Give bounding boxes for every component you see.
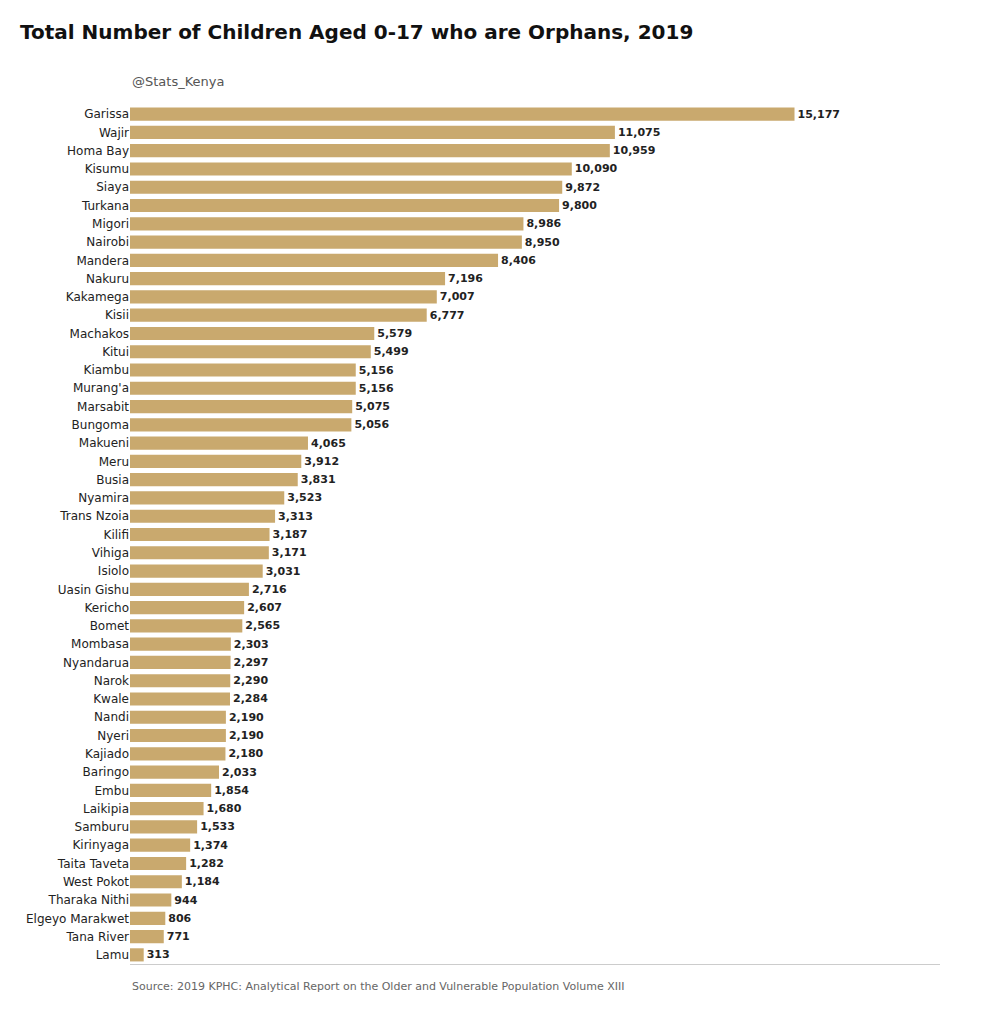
svg-text:Makueni: Makueni [79, 436, 129, 450]
svg-text:Busia: Busia [96, 473, 129, 487]
svg-text:5,156: 5,156 [359, 364, 394, 377]
svg-text:5,156: 5,156 [359, 382, 394, 395]
svg-text:Kitui: Kitui [102, 345, 129, 359]
svg-text:Mombasa: Mombasa [71, 637, 129, 651]
svg-text:3,523: 3,523 [287, 491, 322, 504]
svg-text:11,075: 11,075 [618, 126, 660, 139]
svg-text:Machakos: Machakos [70, 327, 129, 341]
svg-text:Elgeyo Marakwet: Elgeyo Marakwet [26, 912, 129, 926]
svg-text:2,607: 2,607 [247, 601, 282, 614]
svg-text:1,854: 1,854 [214, 784, 249, 797]
svg-text:Embu: Embu [95, 784, 130, 798]
svg-text:Laikipia: Laikipia [83, 802, 129, 816]
svg-text:West Pokot: West Pokot [63, 875, 129, 889]
svg-text:Kiambu: Kiambu [84, 363, 129, 377]
svg-text:3,912: 3,912 [304, 455, 339, 468]
svg-text:Migori: Migori [92, 217, 129, 231]
svg-text:8,986: 8,986 [526, 217, 561, 230]
svg-text:Samburu: Samburu [75, 820, 129, 834]
svg-text:5,075: 5,075 [355, 400, 390, 413]
svg-text:Kajiado: Kajiado [85, 747, 129, 761]
svg-text:Nandi: Nandi [94, 710, 129, 724]
svg-text:5,056: 5,056 [354, 418, 389, 431]
svg-text:6,777: 6,777 [430, 309, 465, 322]
svg-text:Narok: Narok [94, 674, 129, 688]
svg-text:Murang'a: Murang'a [73, 381, 129, 395]
svg-text:2,180: 2,180 [228, 747, 263, 760]
svg-text:2,190: 2,190 [229, 711, 264, 724]
svg-text:3,187: 3,187 [273, 528, 308, 541]
svg-text:Kilifi: Kilifi [104, 528, 129, 542]
svg-text:Marsabit: Marsabit [77, 400, 129, 414]
svg-text:Kisumu: Kisumu [85, 162, 129, 176]
svg-text:2,565: 2,565 [245, 619, 280, 632]
svg-text:Tana River: Tana River [65, 930, 129, 944]
svg-text:Bomet: Bomet [90, 619, 130, 633]
svg-text:2,297: 2,297 [234, 656, 269, 669]
svg-text:8,950: 8,950 [525, 236, 560, 249]
svg-text:Kirinyaga: Kirinyaga [72, 838, 129, 852]
svg-text:Nyeri: Nyeri [97, 729, 129, 743]
svg-text:Baringo: Baringo [83, 765, 129, 779]
svg-text:944: 944 [174, 894, 197, 907]
svg-text:Nakuru: Nakuru [86, 272, 129, 286]
svg-text:7,196: 7,196 [448, 272, 483, 285]
svg-text:Garissa: Garissa [84, 107, 129, 121]
svg-text:Trans Nzoia: Trans Nzoia [59, 509, 129, 523]
svg-text:9,800: 9,800 [562, 199, 597, 212]
svg-text:Kisii: Kisii [105, 308, 129, 322]
svg-text:4,065: 4,065 [311, 437, 346, 450]
svg-text:15,177: 15,177 [798, 108, 840, 121]
svg-text:Siaya: Siaya [96, 180, 129, 194]
svg-text:1,680: 1,680 [207, 802, 242, 815]
svg-text:Nyamira: Nyamira [78, 491, 129, 505]
svg-text:2,716: 2,716 [252, 583, 287, 596]
svg-text:1,374: 1,374 [193, 839, 228, 852]
svg-text:10,959: 10,959 [613, 144, 655, 157]
svg-text:7,007: 7,007 [440, 290, 475, 303]
svg-text:Uasin Gishu: Uasin Gishu [58, 583, 129, 597]
svg-text:Kakamega: Kakamega [66, 290, 129, 304]
svg-text:Nairobi: Nairobi [86, 235, 129, 249]
svg-text:2,190: 2,190 [229, 729, 264, 742]
svg-text:2,303: 2,303 [234, 638, 269, 651]
svg-text:1,533: 1,533 [200, 820, 235, 833]
svg-text:2,033: 2,033 [222, 766, 257, 779]
svg-text:Total Number of Children Aged: Total Number of Children Aged 0-17 who a… [20, 20, 693, 44]
svg-text:1,184: 1,184 [185, 875, 220, 888]
svg-text:8,406: 8,406 [501, 254, 536, 267]
svg-text:Turkana: Turkana [81, 199, 129, 213]
svg-text:Wajir: Wajir [99, 126, 129, 140]
svg-text:Homa Bay: Homa Bay [67, 144, 129, 158]
svg-text:5,579: 5,579 [377, 327, 412, 340]
svg-text:Lamu: Lamu [96, 948, 129, 962]
svg-text:Tharaka Nithi: Tharaka Nithi [48, 893, 129, 907]
svg-text:Meru: Meru [99, 455, 129, 469]
svg-text:Kwale: Kwale [93, 692, 129, 706]
svg-text:9,872: 9,872 [565, 181, 600, 194]
svg-text:3,313: 3,313 [278, 510, 313, 523]
svg-text:Isiolo: Isiolo [98, 564, 129, 578]
svg-text:5,499: 5,499 [374, 345, 409, 358]
svg-text:Source: 2019 KPHC: Analytical: Source: 2019 KPHC: Analytical Report on … [132, 980, 624, 993]
svg-text:Mandera: Mandera [76, 254, 129, 268]
svg-text:2,290: 2,290 [233, 674, 268, 687]
svg-text:Bungoma: Bungoma [72, 418, 129, 432]
svg-text:771: 771 [167, 930, 190, 943]
svg-text:3,831: 3,831 [301, 473, 336, 486]
svg-text:1,282: 1,282 [189, 857, 224, 870]
svg-text:2,284: 2,284 [233, 692, 268, 705]
svg-text:@Stats_Kenya: @Stats_Kenya [132, 74, 224, 89]
svg-text:313: 313 [147, 948, 170, 961]
svg-text:3,171: 3,171 [272, 546, 307, 559]
svg-text:10,090: 10,090 [575, 162, 618, 175]
svg-text:Nyandarua: Nyandarua [63, 656, 129, 670]
svg-text:Vihiga: Vihiga [92, 546, 129, 560]
svg-text:3,031: 3,031 [266, 565, 301, 578]
svg-text:806: 806 [168, 912, 191, 925]
svg-text:Kericho: Kericho [85, 601, 129, 615]
svg-text:Taita Taveta: Taita Taveta [57, 857, 129, 871]
